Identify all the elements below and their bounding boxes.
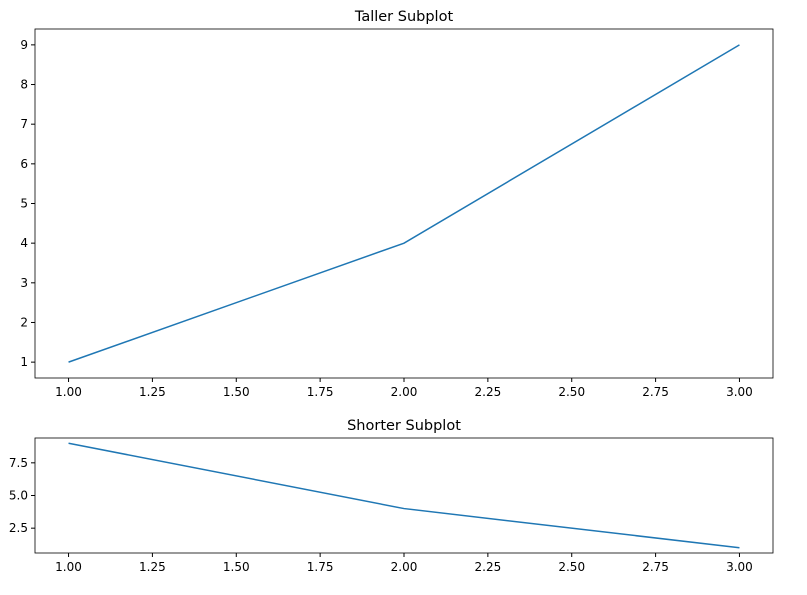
- x-tick-label: 3.00: [726, 385, 753, 399]
- y-tick-label: 3: [20, 276, 28, 290]
- x-tick-label: 2.75: [642, 385, 669, 399]
- x-tick-label: 1.75: [307, 560, 334, 574]
- x-tick-label: 1.00: [55, 560, 82, 574]
- y-tick-label: 7: [20, 117, 28, 131]
- y-tick-label: 9: [20, 38, 28, 52]
- x-tick-label: 1.25: [139, 385, 166, 399]
- y-tick-label: 1: [20, 355, 28, 369]
- y-tick-label: 7.5: [9, 456, 28, 470]
- x-tick-label: 2.00: [391, 560, 418, 574]
- y-tick-label: 2.5: [9, 521, 28, 535]
- y-tick-label: 5.0: [9, 489, 28, 503]
- y-tick-label: 6: [20, 157, 28, 171]
- x-tick-label: 1.50: [223, 560, 250, 574]
- x-tick-label: 2.00: [391, 385, 418, 399]
- x-tick-label: 1.25: [139, 560, 166, 574]
- y-tick-label: 4: [20, 236, 28, 250]
- x-tick-label: 2.25: [475, 385, 502, 399]
- y-tick-label: 8: [20, 78, 28, 92]
- x-tick-label: 3.00: [726, 560, 753, 574]
- x-tick-label: 2.50: [558, 560, 585, 574]
- line-series: [68, 442, 740, 549]
- axes-frame: [34, 28, 774, 379]
- x-tick-label: 1.75: [307, 385, 334, 399]
- y-tick-label: 5: [20, 197, 28, 211]
- line-series: [68, 44, 740, 363]
- chart-title: Shorter Subplot: [347, 418, 461, 434]
- x-tick-label: 2.75: [642, 560, 669, 574]
- x-tick-label: 2.50: [558, 385, 585, 399]
- chart-title: Taller Subplot: [354, 9, 454, 25]
- y-tick-label: 2: [20, 315, 28, 329]
- x-tick-label: 1.00: [55, 385, 82, 399]
- x-tick-label: 2.25: [475, 560, 502, 574]
- x-tick-label: 1.50: [223, 385, 250, 399]
- axes-frame: [34, 437, 774, 554]
